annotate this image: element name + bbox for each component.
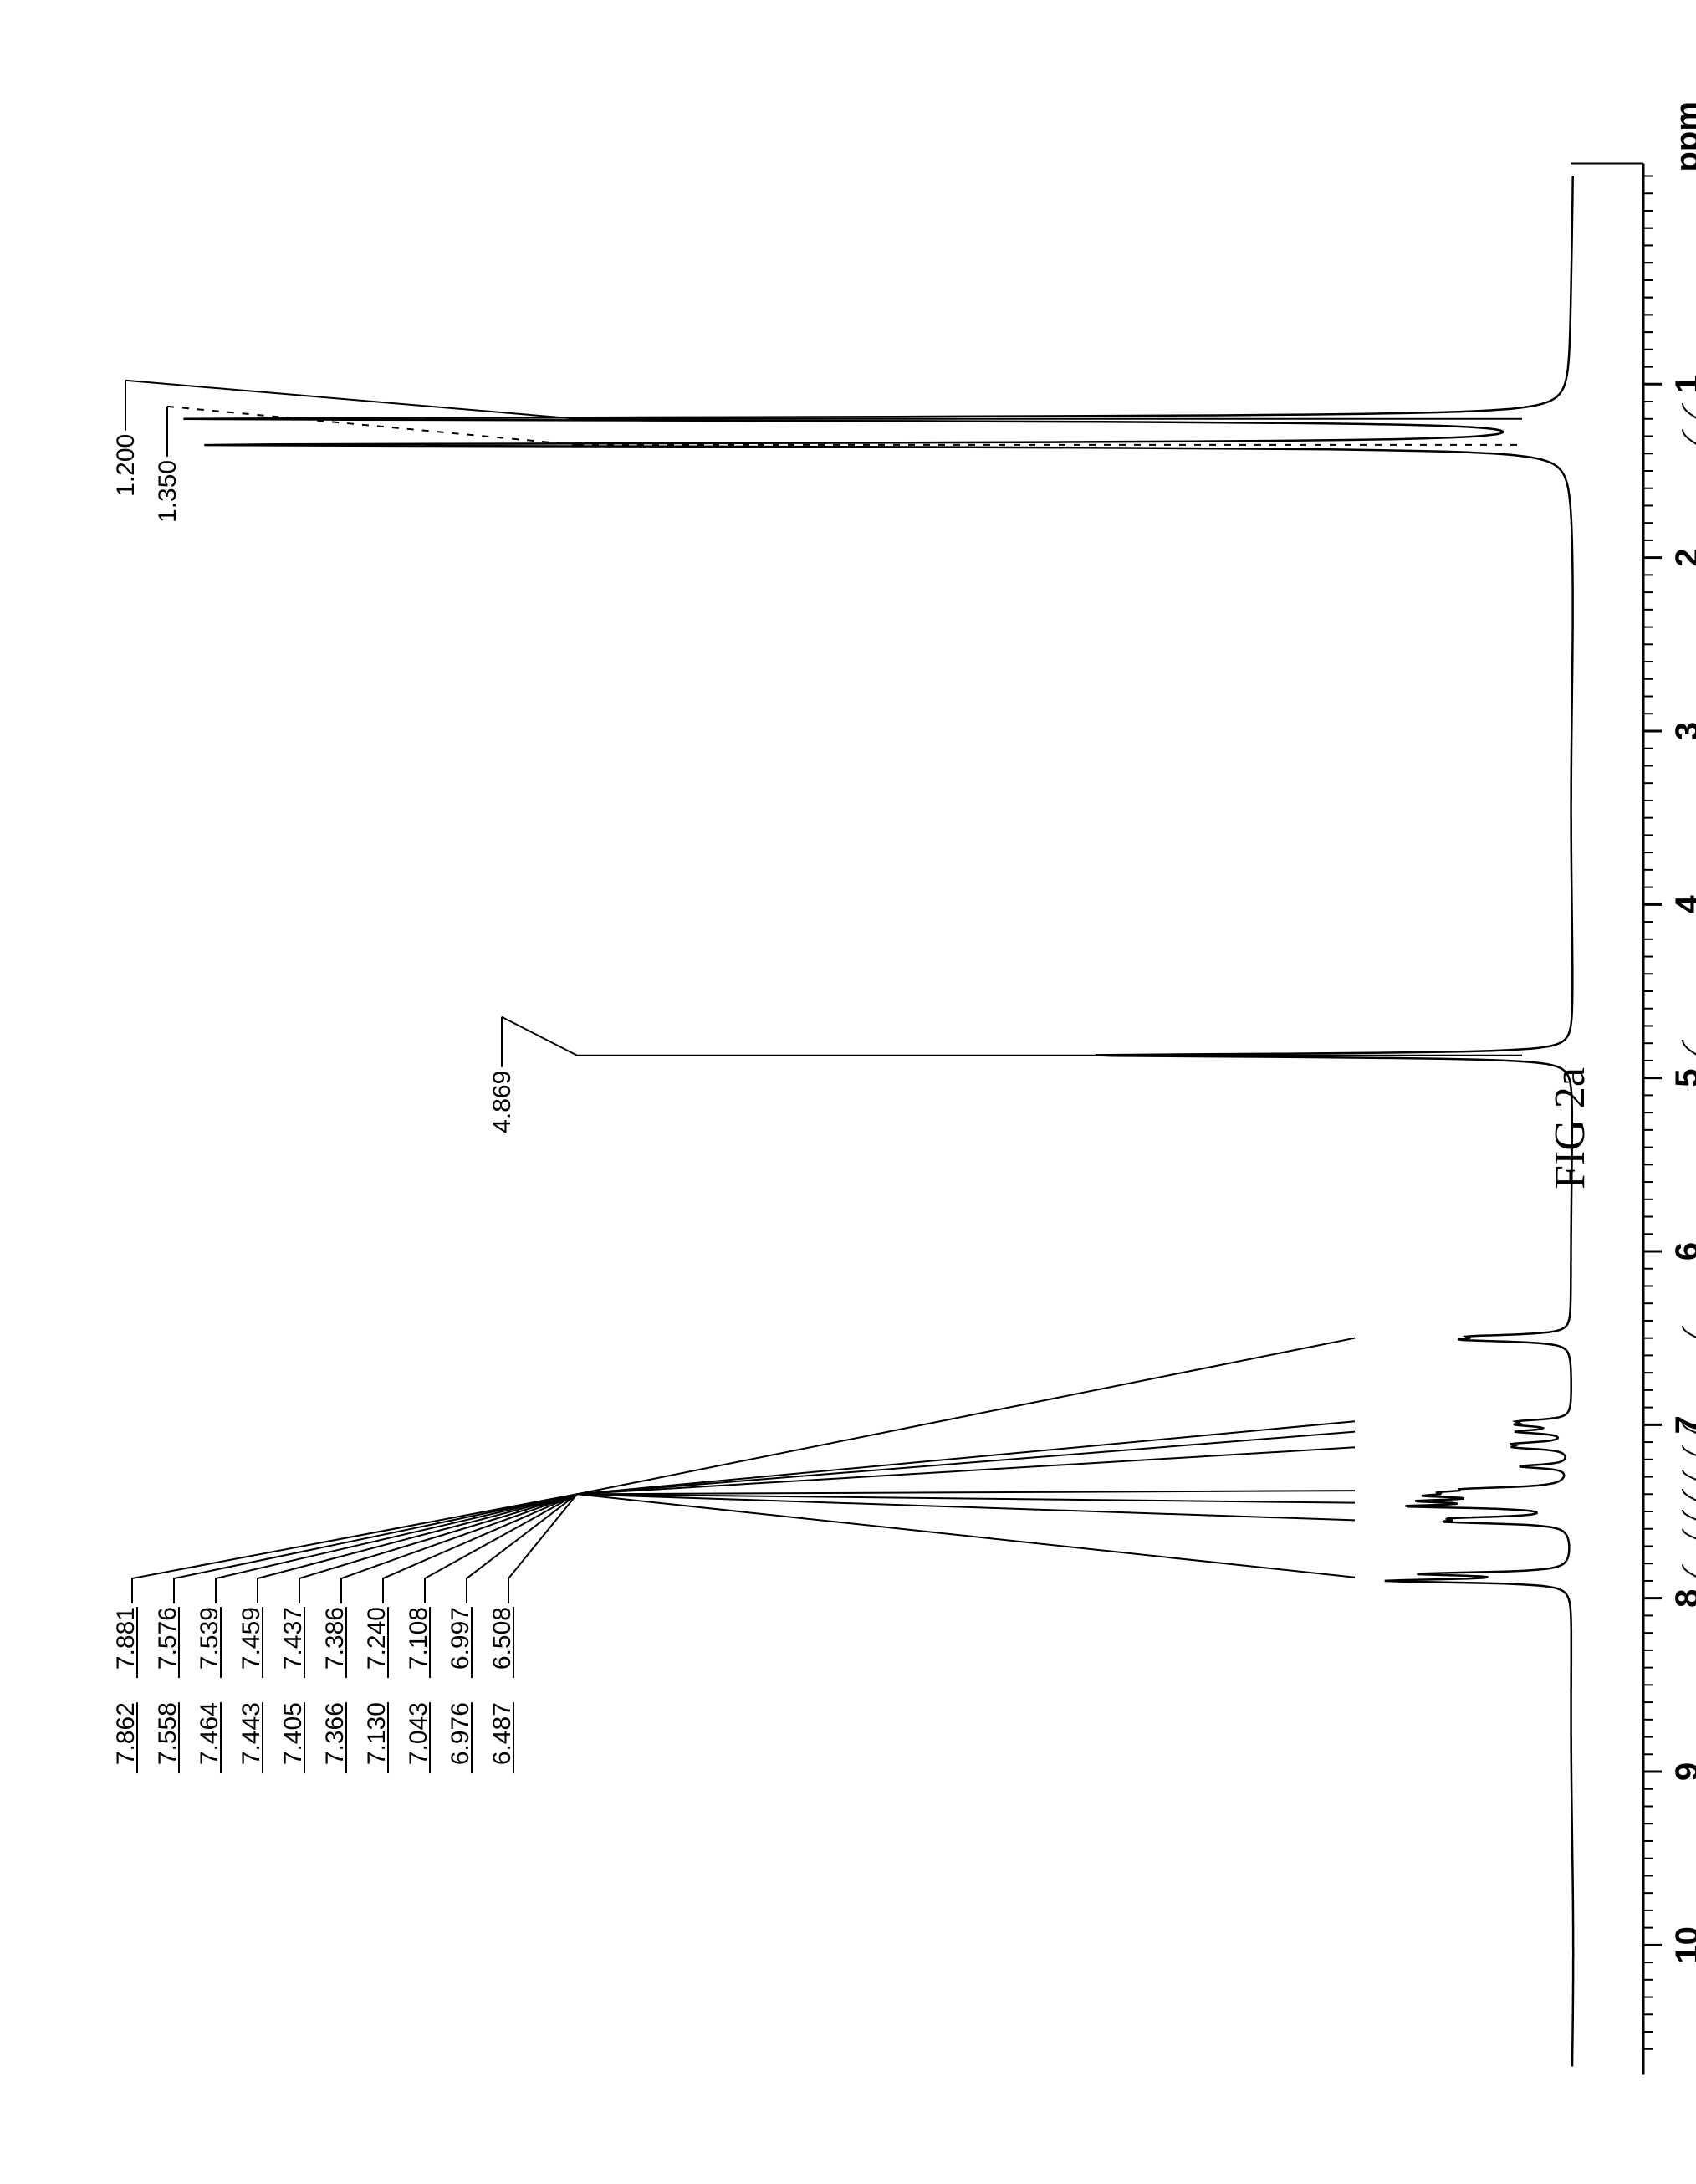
- axis-tick-label: 2: [1669, 549, 1696, 567]
- axis-tick-label: 8: [1669, 1589, 1696, 1608]
- peak-label: 7.386: [321, 1607, 349, 1670]
- peak-label: 7.366: [321, 1702, 349, 1765]
- axis-tick-label: 6: [1669, 1242, 1696, 1261]
- peak-leader: [341, 1494, 577, 1603]
- peak-label: 7.576: [154, 1607, 181, 1670]
- peak-leader: [125, 381, 577, 419]
- peak-label: 7.862: [112, 1702, 140, 1765]
- peak-leader-fan: [577, 1432, 1355, 1495]
- axis-tick-label: 5: [1669, 1069, 1696, 1087]
- peak-label: 7.443: [238, 1702, 265, 1765]
- integral-curve: [1683, 1326, 1696, 1350]
- axis-tick-label: 1: [1669, 375, 1696, 393]
- integral-curve: [1683, 429, 1696, 460]
- peak-label: 6.508: [488, 1607, 516, 1670]
- peak-leader-fan: [577, 1421, 1355, 1494]
- peak-leader: [508, 1494, 577, 1603]
- peak-label: 7.558: [154, 1702, 181, 1765]
- peak-label: 1.200: [112, 434, 140, 497]
- integral-curve: [1683, 1489, 1696, 1513]
- peak-label: 6.487: [488, 1702, 516, 1765]
- axis-tick-label: 10: [1669, 1926, 1696, 1964]
- peak-leader: [502, 1017, 577, 1056]
- peak-label: 7.881: [112, 1607, 140, 1670]
- axis-tick-label: 4: [1669, 894, 1696, 913]
- peak-label: 7.459: [238, 1607, 265, 1670]
- integral-curve: [1683, 1529, 1696, 1550]
- axis-tick-label: 9: [1669, 1762, 1696, 1781]
- peak-label: 7.043: [405, 1702, 432, 1765]
- peak-label: 7.464: [196, 1702, 223, 1765]
- rotated-plot-group: 10987654321ppm7.8627.8817.5587.5767.4647…: [112, 101, 1696, 2074]
- integral-curve: [1683, 403, 1696, 434]
- nmr-figure-container: 10987654321ppm7.8627.8817.5587.5767.4647…: [0, 0, 1696, 2184]
- peak-leader-fan: [577, 1491, 1355, 1494]
- peak-label: 7.539: [196, 1607, 223, 1670]
- peak-label: 7.405: [279, 1702, 307, 1765]
- axis-unit-label: ppm: [1669, 101, 1696, 171]
- peak-label: 6.976: [447, 1702, 474, 1765]
- integral-curve: [1683, 1564, 1696, 1590]
- integral-curve: [1683, 1510, 1696, 1531]
- peak-label: 7.108: [405, 1607, 432, 1670]
- peak-label: 6.997: [447, 1607, 474, 1670]
- peak-label: 7.130: [363, 1702, 391, 1765]
- peak-label: 7.240: [363, 1607, 391, 1670]
- nmr-svg: 10987654321ppm7.8627.8817.5587.5767.4647…: [0, 0, 1696, 2184]
- spectrum-trace: [183, 176, 1573, 2067]
- integral-curve: [1683, 1470, 1696, 1491]
- figure-caption: FIG 2a: [1545, 1067, 1595, 1189]
- integral-curve: [1683, 1040, 1696, 1071]
- peak-label: 4.869: [488, 1071, 516, 1133]
- peak-label: 1.350: [154, 460, 181, 523]
- integral-curve: [1683, 1445, 1696, 1466]
- peak-leader: [167, 407, 577, 445]
- axis-tick-label: 3: [1669, 722, 1696, 740]
- peak-label: 7.437: [279, 1607, 307, 1670]
